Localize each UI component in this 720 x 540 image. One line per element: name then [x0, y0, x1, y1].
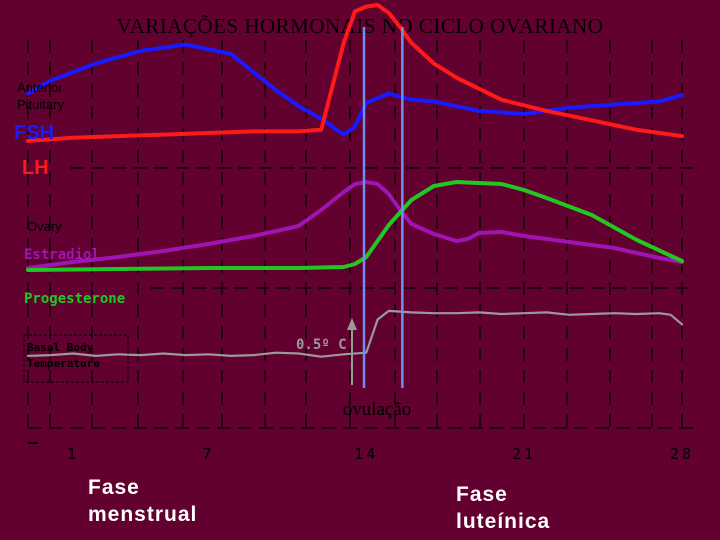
- bbt-label-box: [23, 334, 129, 383]
- x-tick-label-1: 1: [67, 445, 79, 463]
- phase-luteal-line2: luteínica: [456, 510, 551, 533]
- series-label-lh: LH: [22, 157, 49, 179]
- x-tick-label-14: 14: [354, 445, 378, 463]
- bbt-label-line-1: Basal Body: [27, 341, 94, 354]
- temp-rise-label: 0.5º C: [296, 337, 347, 353]
- phase-menstrual-caption: Fase menstrual: [88, 474, 197, 528]
- ovulation-label: ovulação: [343, 399, 412, 420]
- anterior-pituitary-label-line-1: Anterior: [17, 80, 63, 95]
- series-line-fsh: [26, 42, 684, 137]
- temp-rise-arrow-head: [347, 318, 357, 330]
- phase-luteal-caption: Fase luteínica: [456, 481, 550, 535]
- series-label-fsh: FSH: [14, 122, 54, 144]
- phase-menstrual-line1: Fase: [88, 476, 140, 499]
- series-label-estradiol: Estradiol: [24, 247, 100, 263]
- series-line-lh: [26, 3, 684, 143]
- x-tick-label-21: 21: [512, 445, 536, 463]
- x-tick-label-28: 28: [670, 445, 694, 463]
- series-line-estradiol: [26, 180, 684, 270]
- bbt-label-line-2: Temperature: [27, 357, 100, 370]
- phase-luteal-line1: Fase: [456, 483, 508, 506]
- series-line-basal-body-temperature: [26, 309, 684, 358]
- ovary-label: Ovary: [27, 219, 62, 234]
- x-tick-label-7: 7: [202, 445, 214, 463]
- series-label-progesterone: Progesterone: [24, 291, 125, 307]
- anterior-pituitary-label-line-2: Pituitary: [17, 97, 64, 112]
- phase-menstrual-line2: menstrual: [88, 503, 198, 526]
- page-title: VARIAÇÕES HORMONAIS NO CICLO OVARIANO: [116, 14, 604, 38]
- series-line-progesterone: [26, 180, 684, 272]
